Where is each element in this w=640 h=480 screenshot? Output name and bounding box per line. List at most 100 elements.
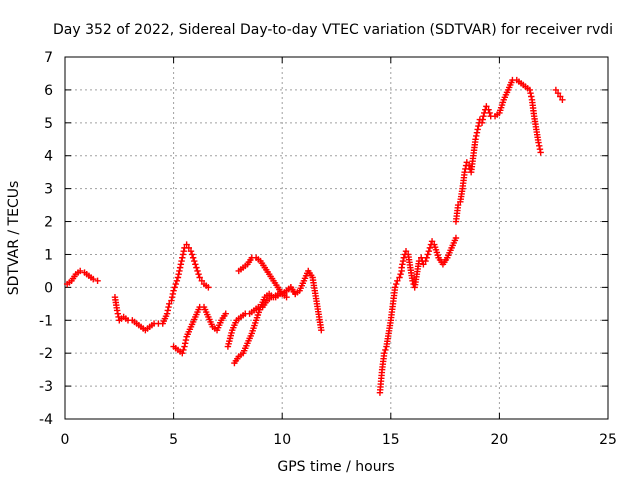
data-point [179, 254, 186, 261]
data-point [171, 284, 178, 291]
data-point [283, 294, 290, 301]
x-axis-label: GPS time / hours [277, 459, 394, 475]
data-point [174, 274, 182, 281]
data-point [180, 346, 187, 354]
data-point [418, 254, 425, 261]
data-point [428, 238, 436, 245]
data-point [554, 90, 562, 97]
data-point [398, 264, 405, 271]
data-point [474, 126, 481, 133]
data-point [402, 247, 410, 255]
data-point [478, 119, 486, 127]
data-point [181, 343, 188, 350]
data-point [188, 251, 196, 258]
chart-title: Day 352 of 2022, Sidereal Day-to-day VTE… [53, 22, 613, 38]
data-point [166, 300, 173, 308]
data-point [473, 129, 481, 136]
x-tick-label: 0 [61, 432, 70, 448]
y-tick-label: -4 [39, 412, 53, 428]
data-point [536, 145, 544, 153]
data-point [463, 159, 471, 166]
y-tick-label: 3 [44, 182, 53, 198]
data-point [422, 257, 429, 265]
data-point [173, 277, 181, 284]
data-point [399, 261, 406, 268]
data-point [176, 264, 184, 271]
data-point [465, 162, 473, 169]
data-point [526, 86, 534, 94]
data-point [318, 326, 325, 334]
y-tick-label: 6 [44, 83, 53, 99]
y-tick-label: 4 [44, 149, 53, 165]
data-point [183, 241, 190, 248]
x-tick-label: 25 [599, 432, 617, 448]
data-point [461, 168, 468, 176]
x-tick-label: 20 [490, 432, 508, 448]
data-point [195, 271, 202, 278]
data-point [198, 277, 206, 284]
data-point [475, 122, 482, 130]
data-point [179, 349, 186, 357]
data-point [382, 346, 389, 354]
data-point [454, 201, 462, 209]
data-point [178, 257, 185, 265]
data-point [552, 86, 560, 94]
data-point [191, 257, 198, 265]
data-point [485, 106, 492, 113]
data-point [189, 254, 197, 261]
y-tick-label: 2 [44, 215, 53, 231]
data-point [194, 267, 201, 275]
data-point [222, 310, 229, 317]
data-point [77, 267, 84, 275]
data-point [396, 274, 403, 281]
data-point [537, 149, 544, 156]
data-point [425, 247, 433, 255]
grid-lines [65, 57, 608, 419]
x-tick-label: 10 [273, 432, 291, 448]
data-point [381, 349, 388, 357]
data-point [169, 290, 177, 298]
data-point [176, 267, 183, 275]
data-point [420, 261, 427, 268]
data-point [409, 277, 416, 284]
data-point [164, 307, 172, 314]
data-point [480, 113, 487, 120]
data-point [181, 340, 189, 347]
data-point [90, 275, 97, 283]
data-point [114, 310, 122, 317]
data-point [394, 277, 401, 284]
y-tick-label: -1 [39, 313, 53, 329]
data-point [557, 93, 564, 100]
data-points [63, 76, 566, 396]
data-point [180, 247, 187, 255]
data-point [185, 244, 193, 252]
data-point [165, 303, 172, 311]
data-point [559, 96, 566, 103]
data-point [486, 109, 493, 117]
data-point [452, 234, 460, 242]
data-point [527, 90, 534, 97]
data-point [536, 142, 543, 150]
data-point [179, 251, 187, 258]
data-point [479, 116, 486, 123]
data-point [172, 280, 179, 288]
data-point [423, 254, 430, 261]
x-tick-label: 5 [169, 432, 178, 448]
x-tick-label: 15 [382, 432, 400, 448]
y-tick-label: 1 [44, 247, 53, 263]
data-point [393, 280, 400, 288]
data-point [196, 274, 203, 281]
data-point [472, 136, 479, 143]
data-point [528, 93, 535, 100]
data-point [480, 109, 488, 117]
data-point [182, 336, 190, 344]
data-point [192, 261, 199, 268]
data-point [399, 257, 407, 265]
y-tick-label: 7 [44, 50, 53, 66]
data-point [193, 264, 200, 271]
axis-ticks: 0 5 10 15 20 25 -4 -3 -2 -1 0 1 2 3 4 5 6 7 [39, 50, 617, 448]
data-point [163, 310, 171, 317]
data-point [175, 271, 182, 278]
data-point [397, 271, 404, 278]
